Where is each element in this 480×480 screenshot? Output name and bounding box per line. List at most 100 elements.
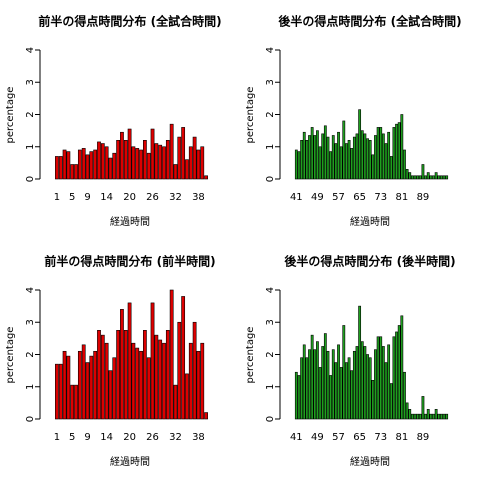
bar bbox=[326, 350, 330, 420]
bar bbox=[445, 175, 449, 180]
bar bbox=[374, 135, 377, 180]
bar bbox=[302, 131, 306, 180]
x-tick-label: 5 bbox=[69, 192, 75, 203]
bar bbox=[313, 135, 317, 180]
bar bbox=[104, 342, 109, 420]
bar bbox=[104, 146, 109, 180]
x-tick-label: 9 bbox=[84, 432, 90, 443]
y-tick-label: 3 bbox=[265, 319, 276, 325]
bar bbox=[376, 336, 380, 420]
bar bbox=[440, 413, 443, 420]
bar bbox=[165, 140, 170, 180]
bar bbox=[440, 175, 443, 180]
bar bbox=[127, 302, 132, 420]
bar bbox=[371, 154, 375, 180]
bar bbox=[400, 315, 404, 420]
bar bbox=[112, 152, 117, 180]
bar bbox=[58, 363, 63, 420]
bar bbox=[97, 330, 101, 420]
bar bbox=[97, 141, 101, 180]
bar bbox=[379, 127, 383, 180]
bar bbox=[426, 409, 430, 420]
bar bbox=[85, 154, 90, 180]
bar bbox=[329, 151, 333, 180]
bar bbox=[434, 409, 438, 420]
bar bbox=[368, 357, 372, 420]
bar bbox=[421, 396, 425, 420]
bar bbox=[316, 130, 319, 180]
y-tick-label: 2 bbox=[25, 351, 36, 357]
bar bbox=[339, 367, 343, 420]
bar bbox=[173, 384, 178, 420]
bar bbox=[376, 127, 380, 180]
bar bbox=[403, 371, 406, 420]
bar bbox=[77, 149, 82, 180]
x-tick-label: 81 bbox=[395, 192, 408, 203]
x-tick-label: 41 bbox=[290, 432, 303, 443]
bar bbox=[131, 342, 136, 420]
bar bbox=[139, 350, 143, 420]
bar bbox=[55, 363, 59, 420]
x-tick-label: 20 bbox=[123, 432, 136, 443]
bar bbox=[318, 146, 322, 180]
bar bbox=[323, 125, 327, 180]
bar bbox=[100, 143, 105, 180]
bar bbox=[374, 349, 377, 420]
bar bbox=[308, 349, 311, 420]
bar bbox=[405, 402, 409, 420]
bar bbox=[169, 289, 174, 420]
bar bbox=[154, 143, 159, 180]
bar bbox=[395, 123, 398, 180]
bar bbox=[302, 344, 306, 420]
bar bbox=[323, 333, 327, 420]
bar bbox=[308, 135, 311, 180]
bar bbox=[363, 133, 367, 180]
bar bbox=[62, 350, 67, 420]
bar bbox=[294, 149, 298, 180]
x-tick-label: 89 bbox=[417, 192, 430, 203]
x-axis-label: 経過時間 bbox=[350, 215, 390, 228]
bar bbox=[429, 413, 433, 420]
bar bbox=[150, 128, 155, 180]
chart-title: 後半の得点時間分布 (全試合時間) bbox=[278, 14, 461, 29]
bar bbox=[442, 175, 446, 180]
y-axis-label: percentage bbox=[5, 327, 16, 384]
bar bbox=[350, 370, 354, 420]
bar bbox=[188, 342, 193, 420]
bar bbox=[366, 354, 369, 420]
bar bbox=[135, 148, 140, 180]
bar bbox=[331, 135, 335, 180]
bar bbox=[355, 346, 359, 420]
bar bbox=[331, 349, 335, 420]
bar bbox=[384, 362, 388, 420]
bar bbox=[294, 371, 298, 420]
x-tick-label: 38 bbox=[192, 192, 205, 203]
bar bbox=[62, 149, 67, 180]
bar bbox=[93, 149, 98, 180]
bar bbox=[329, 375, 333, 420]
bar bbox=[127, 128, 132, 180]
bar bbox=[342, 120, 346, 180]
bar bbox=[366, 138, 369, 180]
bar bbox=[437, 175, 441, 180]
x-tick-label: 1 bbox=[54, 192, 60, 203]
chart-title: 前半の得点時間分布 (全試合時間) bbox=[38, 14, 221, 29]
bar bbox=[318, 367, 322, 420]
bar bbox=[360, 341, 364, 420]
x-tick-label: 65 bbox=[353, 432, 366, 443]
bar bbox=[74, 164, 78, 180]
bar bbox=[347, 140, 351, 180]
bar bbox=[389, 156, 393, 180]
bar bbox=[116, 330, 120, 420]
bar bbox=[432, 413, 435, 420]
x-tick-label: 5 bbox=[69, 432, 75, 443]
bar bbox=[413, 175, 417, 180]
bar bbox=[108, 370, 113, 420]
bar bbox=[379, 336, 383, 420]
bar bbox=[196, 350, 201, 420]
bar bbox=[70, 384, 75, 420]
bar bbox=[100, 334, 105, 420]
x-tick-label: 1 bbox=[54, 432, 60, 443]
bar bbox=[74, 384, 78, 420]
